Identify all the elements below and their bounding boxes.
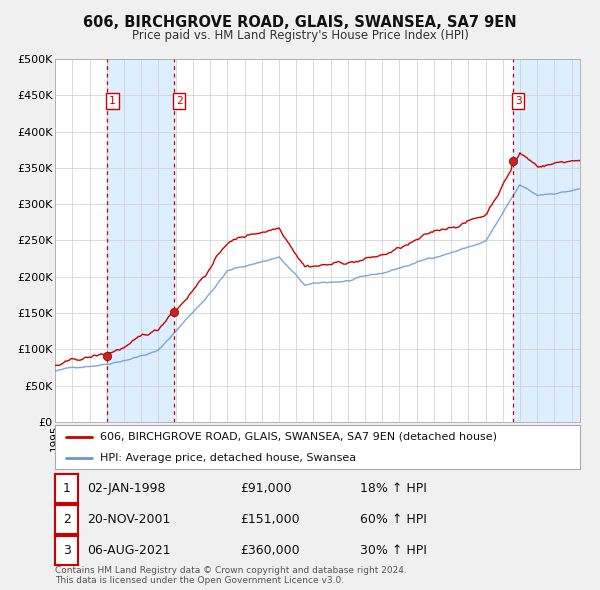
Text: 30% ↑ HPI: 30% ↑ HPI <box>360 544 427 557</box>
Text: £151,000: £151,000 <box>240 513 299 526</box>
Text: 2: 2 <box>62 513 71 526</box>
Text: 02-JAN-1998: 02-JAN-1998 <box>87 482 166 495</box>
Text: 20-NOV-2001: 20-NOV-2001 <box>87 513 170 526</box>
Text: 1: 1 <box>109 96 116 106</box>
Text: 606, BIRCHGROVE ROAD, GLAIS, SWANSEA, SA7 9EN: 606, BIRCHGROVE ROAD, GLAIS, SWANSEA, SA… <box>83 15 517 30</box>
Bar <box>107 59 174 422</box>
Text: 1: 1 <box>62 482 71 495</box>
Text: 18% ↑ HPI: 18% ↑ HPI <box>360 482 427 495</box>
Text: £91,000: £91,000 <box>240 482 292 495</box>
Text: 3: 3 <box>515 96 522 106</box>
Text: 606, BIRCHGROVE ROAD, GLAIS, SWANSEA, SA7 9EN (detached house): 606, BIRCHGROVE ROAD, GLAIS, SWANSEA, SA… <box>100 432 497 442</box>
Text: HPI: Average price, detached house, Swansea: HPI: Average price, detached house, Swan… <box>100 453 356 463</box>
Text: Price paid vs. HM Land Registry's House Price Index (HPI): Price paid vs. HM Land Registry's House … <box>131 30 469 42</box>
Text: £360,000: £360,000 <box>240 544 299 557</box>
Text: 2: 2 <box>176 96 182 106</box>
Text: Contains HM Land Registry data © Crown copyright and database right 2024.
This d: Contains HM Land Registry data © Crown c… <box>55 566 407 585</box>
Text: 06-AUG-2021: 06-AUG-2021 <box>87 544 170 557</box>
Bar <box>513 59 580 422</box>
Text: 3: 3 <box>62 544 71 557</box>
Text: 60% ↑ HPI: 60% ↑ HPI <box>360 513 427 526</box>
